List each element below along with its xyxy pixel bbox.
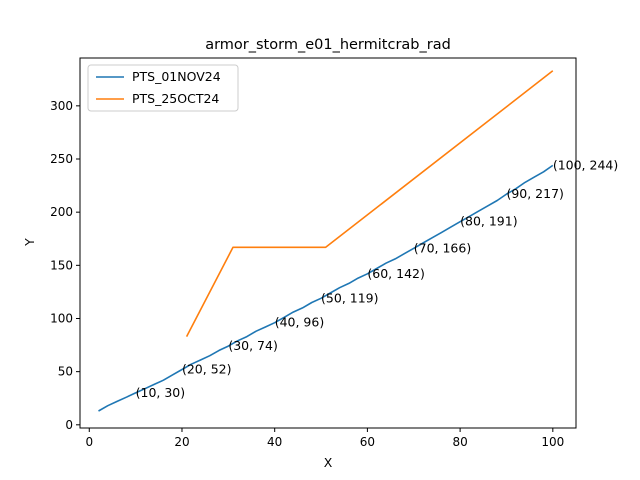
legend-label: PTS_25OCT24 xyxy=(132,91,219,106)
data-label: (80, 191) xyxy=(460,214,517,229)
data-label: (90, 217) xyxy=(506,186,563,201)
x-tick-label: 80 xyxy=(452,435,467,449)
series-lines xyxy=(98,70,554,412)
data-label: (100, 244) xyxy=(553,157,618,172)
series-line-1 xyxy=(185,70,554,337)
y-tick-label: 100 xyxy=(50,311,73,325)
axes: 0 20 40 60 80 100 0 50 100 150 200 250 300 xyxy=(50,57,577,449)
y-tick-label: 200 xyxy=(50,205,73,219)
data-label: (40, 96) xyxy=(275,315,325,330)
legend-box xyxy=(87,64,239,112)
data-label: (30, 74) xyxy=(228,338,278,353)
y-tick-label: 0 xyxy=(65,418,73,432)
x-tick-label: 60 xyxy=(360,435,375,449)
chart-title: armor_storm_e01_hermitcrab_rad xyxy=(205,37,451,53)
x-tick-label: 40 xyxy=(267,435,282,449)
axes-frame xyxy=(79,57,577,429)
series-line-0 xyxy=(98,164,554,412)
y-tick-label: 250 xyxy=(50,152,73,166)
x-tick-label: 100 xyxy=(541,435,564,449)
y-tick-label: 150 xyxy=(50,258,73,272)
data-label: (70, 166) xyxy=(414,240,471,255)
legend: PTS_01NOV24 PTS_25OCT24 xyxy=(87,64,239,112)
y-tick-label: 50 xyxy=(58,365,73,379)
data-label: (60, 142) xyxy=(367,266,424,281)
x-tick-label: 20 xyxy=(174,435,189,449)
y-tick-label: 300 xyxy=(50,99,73,113)
data-label: (20, 52) xyxy=(182,362,232,377)
x-axis-label: X xyxy=(324,455,333,470)
data-label: (50, 119) xyxy=(321,290,378,305)
data-label: (10, 30) xyxy=(136,385,186,400)
data-labels: (10, 30) (20, 52) (30, 74) (40, 96) (50, 119… xyxy=(136,157,619,400)
y-axis-label: Y xyxy=(22,238,37,247)
legend-label: PTS_01NOV24 xyxy=(132,69,221,84)
x-tick-label: 0 xyxy=(85,435,93,449)
